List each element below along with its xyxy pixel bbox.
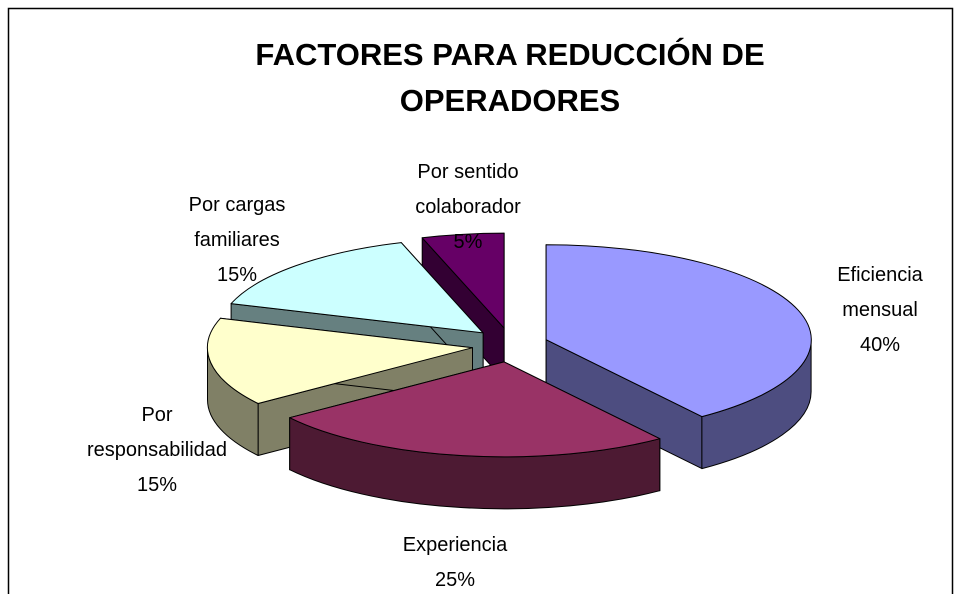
value-label: 15% [136,474,178,496]
category-name: Por sentido colaborador [415,161,521,218]
slice-label: Por cargas familiares 15% [175,188,300,293]
slice-top [230,242,484,334]
category-name: Por responsabilidad [86,404,228,461]
category-name: Experiencia [402,534,508,556]
value-label: 25% [434,569,476,591]
slice-top [421,232,505,329]
pie-slice [289,361,661,510]
slice-label: Eficiencia mensual 40% [825,258,935,363]
slice-top [206,317,473,404]
slice-label: Experiencia 25% [355,528,555,594]
pie-slice [545,244,812,470]
category-name: Por cargas familiares [188,194,286,251]
category-name: Eficiencia mensual [837,264,923,321]
value-label: 15% [216,264,258,286]
value-label: 5% [453,231,483,253]
chart-title: FACTORES PARA REDUCCIÓN DE OPERADORES [255,37,765,118]
slice-top [545,244,812,418]
slice-label: Por sentido colaborador 5% [403,155,533,260]
slice-label: Por responsabilidad 15% [72,398,242,503]
value-label: 40% [859,334,901,356]
slice-top [289,361,661,458]
